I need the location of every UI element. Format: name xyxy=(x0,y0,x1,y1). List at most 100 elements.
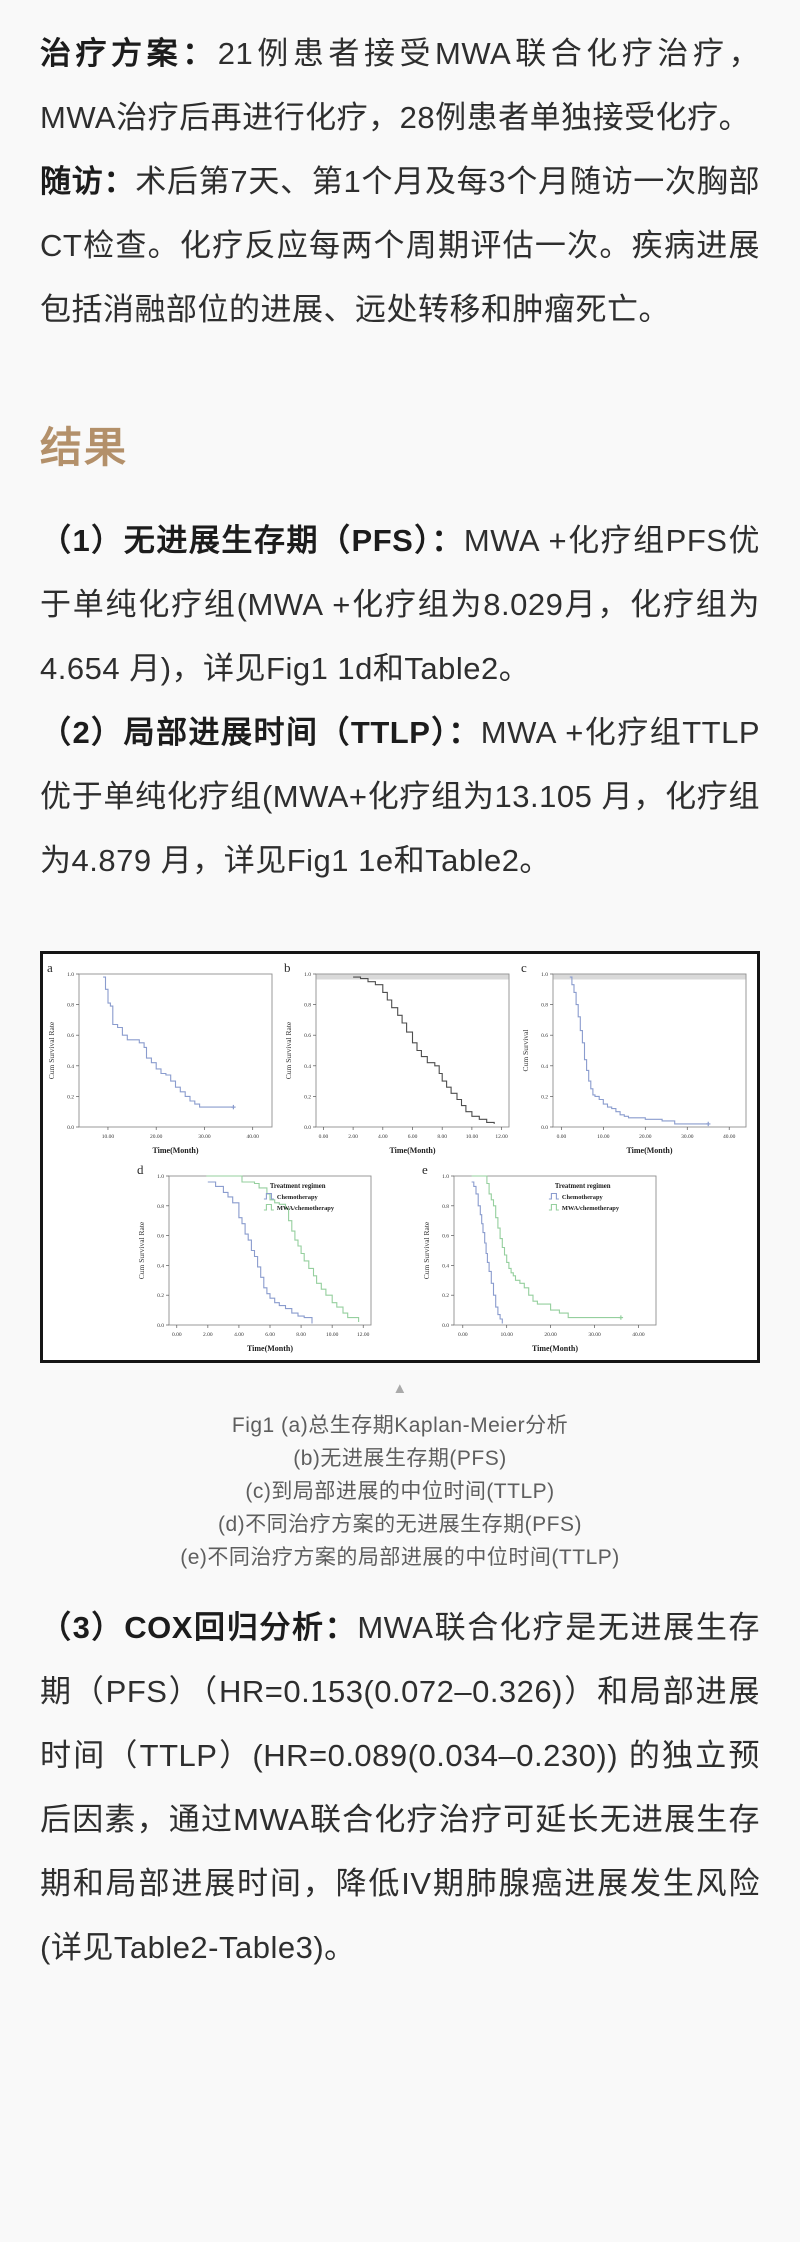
km-plot-c: c 0.0 0.2 0.4 0.6 0.8 1.0 0.00 10.00 20.00 30.00 40… xyxy=(521,960,747,1155)
x-tick: 40.00 xyxy=(723,1134,736,1140)
paragraph-pfs-lead: （1）无进展生存期（PFS）： xyxy=(40,523,464,558)
figure-row-bottom: d 0.0 0.2 0.4 0.6 0.8 1.0 0.00 2.00 4.00 6.00 8.00 1… xyxy=(45,1162,755,1358)
paragraph-cox: （3）COX回归分析：MWA联合化疗是无进展生存期（PFS）（HR=0.153(… xyxy=(40,1596,760,1980)
paragraph-followup-text: 术后第7天、第1个月及每3个月随访一次胸部CT检查。化疗反应每两个周期评估一次。… xyxy=(40,164,760,327)
paragraph-pfs: （1）无进展生存期（PFS）：MWA +化疗组PFS优于单纯化疗组(MWA +化… xyxy=(40,509,760,701)
y-axis-label: Cum Survival Rate xyxy=(422,1221,431,1279)
figure-row-top: a 0.0 0.2 0.4 0.6 0.8 1.0 10.00 20.00 30.00 40.00 T… xyxy=(45,960,755,1160)
panel-label-a: a xyxy=(47,960,53,975)
legend-entry: Chemotherapy xyxy=(277,1194,319,1201)
paragraph-cox-lead: （3）COX回归分析： xyxy=(40,1610,358,1645)
y-tick: 0.8 xyxy=(67,1003,74,1009)
x-tick: 10.00 xyxy=(466,1134,479,1140)
x-tick: 40.00 xyxy=(247,1134,260,1140)
x-tick: 40.00 xyxy=(632,1332,645,1338)
figure-caption-line-b: (b)无进展生存期(PFS) xyxy=(293,1447,507,1470)
y-tick: 1.0 xyxy=(442,1174,449,1180)
x-tick: 4.00 xyxy=(234,1332,244,1338)
y-tick: 0.2 xyxy=(157,1293,164,1299)
y-tick: 0.8 xyxy=(541,1003,548,1009)
x-tick: 6.00 xyxy=(408,1134,418,1140)
km-plot-b: b 0.0 0.2 0.4 0.6 0.8 1.0 0.00 2.00 4.00 6.00 8.00 1… xyxy=(284,960,510,1155)
y-tick: 0.4 xyxy=(67,1064,74,1070)
legend-title: Treatment regimen xyxy=(555,1183,611,1190)
legend-step-icon xyxy=(263,1203,274,1211)
results-heading: 结果 xyxy=(40,426,129,472)
x-tick: 8.00 xyxy=(437,1134,447,1140)
paragraph-treatment: 治疗方案：21例患者接受MWA联合化疗治疗，MWA治疗后再进行化疗，28例患者单… xyxy=(40,22,760,150)
y-tick: 0.4 xyxy=(157,1263,164,1269)
y-tick: 0.2 xyxy=(304,1094,311,1100)
y-tick: 0.0 xyxy=(67,1125,74,1131)
y-tick: 0.6 xyxy=(442,1234,449,1240)
article-body-bottom: （3）COX回归分析：MWA联合化疗是无进展生存期（PFS）（HR=0.153(… xyxy=(0,1574,800,1980)
x-tick: 0.00 xyxy=(172,1332,182,1338)
legend-entry: Chemotherapy xyxy=(562,1194,604,1201)
x-tick: 20.00 xyxy=(639,1134,652,1140)
collapse-triangle-icon: ▲ xyxy=(392,1380,408,1397)
x-tick: 30.00 xyxy=(588,1332,601,1338)
panel-label-b: b xyxy=(284,960,291,975)
y-axis-label: Cum Survival Rate xyxy=(47,1021,56,1079)
y-tick: 0.0 xyxy=(304,1125,311,1131)
x-tick: 0.00 xyxy=(319,1134,329,1140)
y-tick: 0.2 xyxy=(67,1094,74,1100)
figure-caption-line-e: (e)不同治疗方案的局部进展的中位时间(TTLP) xyxy=(180,1546,620,1569)
paragraph-cox-text: MWA联合化疗是无进展生存期（PFS）（HR=0.153(0.072–0.326… xyxy=(40,1610,760,1965)
y-tick: 0.6 xyxy=(157,1234,164,1240)
x-tick: 10.00 xyxy=(501,1332,514,1338)
paragraph-ttlp-text: MWA +化疗组TTLP优于单纯化疗组(MWA+化疗组为13.105 月，化疗组… xyxy=(40,715,760,878)
x-tick: 2.00 xyxy=(203,1332,213,1338)
x-tick: 0.00 xyxy=(458,1332,468,1338)
x-tick: 10.00 xyxy=(102,1134,115,1140)
y-tick: 0.4 xyxy=(304,1064,311,1070)
y-tick: 1.0 xyxy=(157,1174,164,1180)
x-tick: 2.00 xyxy=(348,1134,358,1140)
figure-caption: ▲ Fig1 (a)总生存期Kaplan-Meier分析 (b)无进展生存期(P… xyxy=(0,1379,800,1574)
y-tick: 0.8 xyxy=(157,1204,164,1210)
paragraph-followup: 随访：术后第7天、第1个月及每3个月随访一次胸部CT检查。化疗反应每两个周期评估… xyxy=(40,150,760,342)
y-tick: 0.0 xyxy=(541,1125,548,1131)
figure-caption-line-a: Fig1 (a)总生存期Kaplan-Meier分析 xyxy=(231,1414,569,1437)
legend-entry: MWA/chemotherapy xyxy=(562,1205,620,1212)
figure-km-plots[interactable]: a 0.0 0.2 0.4 0.6 0.8 1.0 10.00 20.00 30.00 40.00 T… xyxy=(40,951,760,1363)
x-tick: 12.00 xyxy=(357,1332,370,1338)
x-tick: 30.00 xyxy=(681,1134,694,1140)
km-plot-a: a 0.0 0.2 0.4 0.6 0.8 1.0 10.00 20.00 30.00 40.00 T… xyxy=(47,960,273,1155)
paragraph-treatment-text: 21例患者接受MWA联合化疗治疗，MWA治疗后再进行化疗，28例患者单独接受化疗… xyxy=(40,36,761,135)
x-axis-label: Time(Month) xyxy=(532,1344,578,1353)
y-tick: 1.0 xyxy=(304,972,311,978)
y-tick: 0.8 xyxy=(304,1003,311,1009)
y-tick: 0.8 xyxy=(442,1204,449,1210)
x-axis-label: Time(Month) xyxy=(152,1146,198,1155)
y-tick: 1.0 xyxy=(67,972,74,978)
y-tick: 0.4 xyxy=(442,1263,449,1269)
x-tick: 30.00 xyxy=(198,1134,211,1140)
y-tick: 0.6 xyxy=(67,1033,74,1039)
legend-step-icon xyxy=(548,1192,559,1200)
legend-step-icon xyxy=(263,1192,274,1200)
paragraph-followup-lead: 随访： xyxy=(40,164,136,199)
x-tick: 4.00 xyxy=(378,1134,388,1140)
y-tick: 0.4 xyxy=(541,1064,548,1070)
x-tick: 10.00 xyxy=(597,1134,610,1140)
paragraph-pfs-text: MWA +化疗组PFS优于单纯化疗组(MWA +化疗组为8.029月，化疗组为4… xyxy=(40,523,761,686)
x-tick: 10.00 xyxy=(326,1332,339,1338)
y-axis-label: Cum Survival Rate xyxy=(137,1221,146,1279)
km-plot-e: e 0.0 0.2 0.4 0.6 0.8 1.0 0.00 10.00 20.00 30.00 40… xyxy=(422,1162,657,1353)
km-plot-d: d 0.0 0.2 0.4 0.6 0.8 1.0 0.00 2.00 4.00 6.00 8.00 1… xyxy=(137,1162,372,1353)
x-tick: 20.00 xyxy=(544,1332,557,1338)
x-tick: 0.00 xyxy=(557,1134,567,1140)
y-tick: 0.2 xyxy=(442,1293,449,1299)
y-tick: 0.0 xyxy=(157,1323,164,1329)
panel-label-d: d xyxy=(137,1162,144,1177)
y-tick: 0.0 xyxy=(442,1323,449,1329)
panel-label-e: e xyxy=(422,1162,428,1177)
legend-entry: MWA/chemotherapy xyxy=(277,1205,335,1212)
paragraph-ttlp-lead: （2）局部进展时间（TTLP）： xyxy=(40,715,481,750)
article-body: 治疗方案：21例患者接受MWA联合化疗治疗，MWA治疗后再进行化疗，28例患者单… xyxy=(0,0,800,893)
y-tick: 0.6 xyxy=(304,1033,311,1039)
figure-caption-line-d: (d)不同治疗方案的无进展生存期(PFS) xyxy=(218,1513,582,1536)
x-tick: 8.00 xyxy=(296,1332,306,1338)
x-tick: 12.00 xyxy=(495,1134,508,1140)
